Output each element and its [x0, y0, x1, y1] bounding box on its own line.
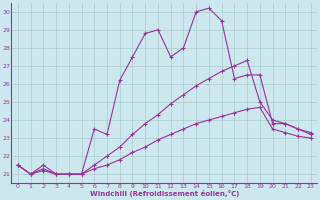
X-axis label: Windchill (Refroidissement éolien,°C): Windchill (Refroidissement éolien,°C) [90, 190, 239, 197]
